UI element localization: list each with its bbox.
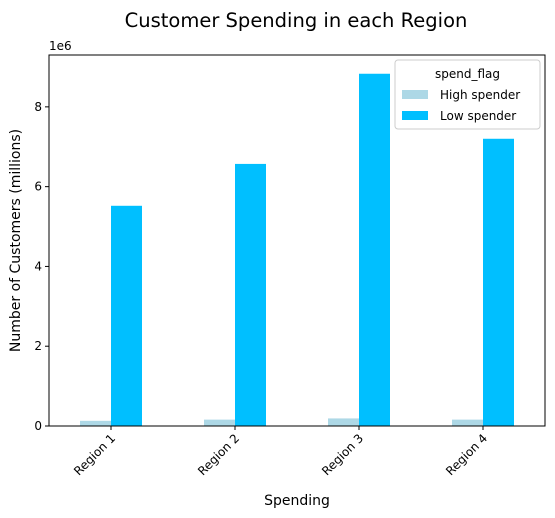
y-axis-offset-label: 1e6 bbox=[49, 39, 72, 53]
bar-high-spender-region-1 bbox=[80, 420, 111, 426]
x-tick-label: Region 1 bbox=[71, 431, 118, 478]
legend-label-high-spender: High spender bbox=[440, 88, 520, 102]
y-tick-label: 2 bbox=[34, 339, 42, 353]
bar-low-spender-region-3 bbox=[359, 73, 390, 426]
legend-label-low-spender: Low spender bbox=[440, 109, 516, 123]
bar-high-spender-region-4 bbox=[452, 419, 483, 426]
legend: spend_flag High spender Low spender bbox=[394, 59, 541, 130]
plot-area-frame bbox=[48, 54, 546, 427]
bars-group bbox=[80, 73, 514, 426]
bar-high-spender-region-3 bbox=[328, 418, 359, 426]
y-tick-label: 0 bbox=[34, 419, 42, 433]
chart-title: Customer Spending in each Region bbox=[125, 9, 468, 32]
bar-low-spender-region-2 bbox=[235, 163, 266, 426]
legend-title: spend_flag bbox=[435, 67, 500, 81]
bar-low-spender-region-4 bbox=[483, 138, 514, 426]
x-tick-label: Region 2 bbox=[195, 431, 242, 478]
y-tick-label: 8 bbox=[34, 100, 42, 114]
x-axis-ticks: Region 1 Region 2 Region 3 Region 4 bbox=[71, 426, 490, 478]
legend-swatch-high-spender bbox=[402, 90, 428, 99]
y-axis-ticks: 0 2 4 6 8 bbox=[34, 100, 49, 433]
y-tick-label: 4 bbox=[34, 259, 42, 273]
legend-swatch-low-spender bbox=[402, 111, 428, 120]
legend-box bbox=[394, 59, 541, 130]
x-axis-label: Spending bbox=[264, 493, 330, 509]
y-tick-label: 6 bbox=[34, 180, 42, 194]
y-axis-label: Number of Customers (millions) bbox=[8, 129, 24, 352]
bar-high-spender-region-2 bbox=[204, 419, 235, 426]
bar-low-spender-region-1 bbox=[111, 205, 142, 426]
x-tick-label: Region 4 bbox=[443, 431, 490, 478]
x-tick-label: Region 3 bbox=[319, 431, 366, 478]
